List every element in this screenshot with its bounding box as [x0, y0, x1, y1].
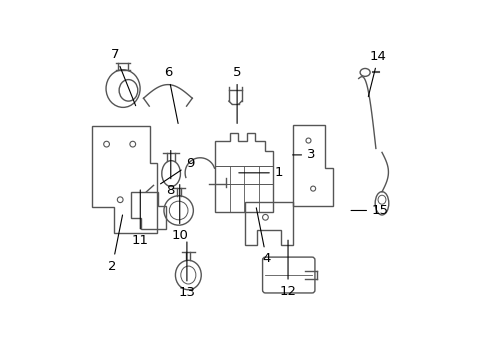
Text: 6: 6: [164, 66, 178, 123]
Text: 4: 4: [256, 208, 270, 265]
Text: 2: 2: [108, 215, 122, 273]
Text: 9: 9: [161, 157, 195, 184]
Text: 1: 1: [239, 166, 283, 179]
Text: 7: 7: [111, 48, 136, 106]
Text: 3: 3: [293, 148, 316, 161]
Text: 15: 15: [351, 204, 389, 217]
Text: 13: 13: [178, 242, 196, 300]
Text: 8: 8: [167, 150, 175, 197]
Text: 10: 10: [172, 185, 188, 242]
Text: 14: 14: [368, 50, 387, 96]
Text: 5: 5: [233, 66, 242, 123]
Text: 12: 12: [279, 240, 296, 298]
Text: 11: 11: [132, 190, 149, 247]
